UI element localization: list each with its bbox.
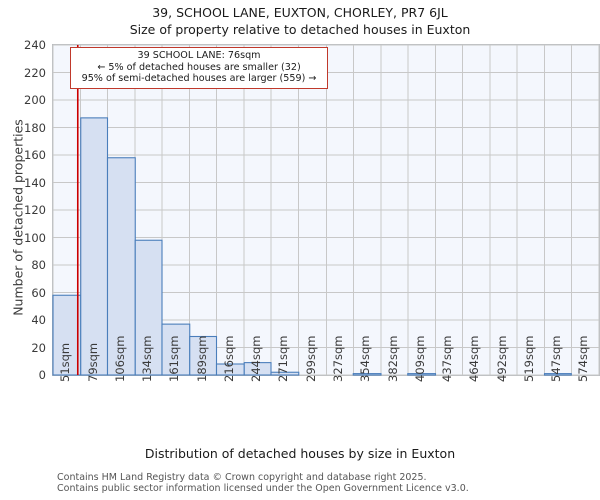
- x-tick-label: 271sqm: [276, 335, 290, 382]
- annotation-line-1: 39 SCHOOL LANE: 76sqm: [137, 50, 261, 61]
- x-tick-label: 216sqm: [221, 335, 236, 382]
- x-tick-label: 492sqm: [494, 335, 509, 382]
- x-tick-label: 161sqm: [167, 335, 181, 382]
- x-tick-label: 547sqm: [549, 335, 564, 382]
- x-axis-label: Distribution of detached houses by size …: [144, 446, 456, 461]
- y-tick-label: 240: [24, 38, 46, 52]
- y-tick-label: 220: [24, 65, 46, 80]
- footer-line-1: Contains HM Land Registry data © Crown c…: [57, 472, 427, 483]
- y-tick-label: 200: [24, 93, 46, 107]
- x-tick-label: 519sqm: [521, 335, 536, 382]
- y-tick-label: 20: [31, 340, 46, 355]
- chart-title-block: 39, SCHOOL LANE, EUXTON, CHORLEY, PR7 6J…: [0, 4, 600, 38]
- annotation-line-3: 95% of semi-detached houses are larger (…: [81, 73, 317, 84]
- x-tick-label: 409sqm: [412, 335, 427, 382]
- chart-title-line1: 39, SCHOOL LANE, EUXTON, CHORLEY, PR7 6J…: [152, 5, 448, 20]
- y-axis-label: Number of detached properties: [10, 119, 26, 316]
- x-tick-label: 244sqm: [249, 335, 264, 382]
- footer-attribution: Contains HM Land Registry data © Crown c…: [57, 472, 597, 494]
- x-tick-label: 382sqm: [385, 335, 400, 382]
- plot-area: [52, 44, 600, 376]
- property-annotation-box: 39 SCHOOL LANE: 76sqm ← 5% of detached h…: [70, 47, 328, 89]
- y-tick-label: 80: [31, 258, 46, 272]
- y-tick-label: 160: [24, 148, 46, 162]
- y-tick-label: 0: [38, 368, 46, 382]
- chart-title-line2: Size of property relative to detached ho…: [129, 22, 471, 37]
- property-marker-line: [76, 45, 79, 375]
- y-tick-label: 120: [24, 203, 46, 217]
- x-tick-label: 189sqm: [194, 335, 209, 382]
- x-tick-label: 51sqm: [58, 342, 72, 382]
- x-tick-label: 354sqm: [358, 335, 373, 382]
- annotation-line-2: ← 5% of detached houses are smaller (32): [97, 61, 301, 73]
- y-tick-label: 100: [24, 230, 46, 245]
- y-tick-label: 180: [24, 120, 46, 135]
- x-tick-label: 134sqm: [140, 335, 155, 382]
- x-tick-label: 574sqm: [576, 335, 591, 382]
- x-tick-label: 79sqm: [85, 342, 100, 382]
- x-tick-label: 299sqm: [303, 335, 318, 382]
- x-tick-label: 327sqm: [331, 335, 346, 382]
- histogram-bars: [52, 117, 572, 376]
- y-tick-label: 60: [31, 285, 46, 300]
- x-tick-label: 106sqm: [112, 335, 127, 382]
- x-tick-label: 464sqm: [467, 335, 482, 382]
- y-tick-label: 140: [24, 175, 46, 190]
- footer-line-2: Contains public sector information licen…: [57, 483, 469, 494]
- x-tick-label: 437sqm: [440, 335, 455, 382]
- y-tick-label: 40: [31, 313, 46, 327]
